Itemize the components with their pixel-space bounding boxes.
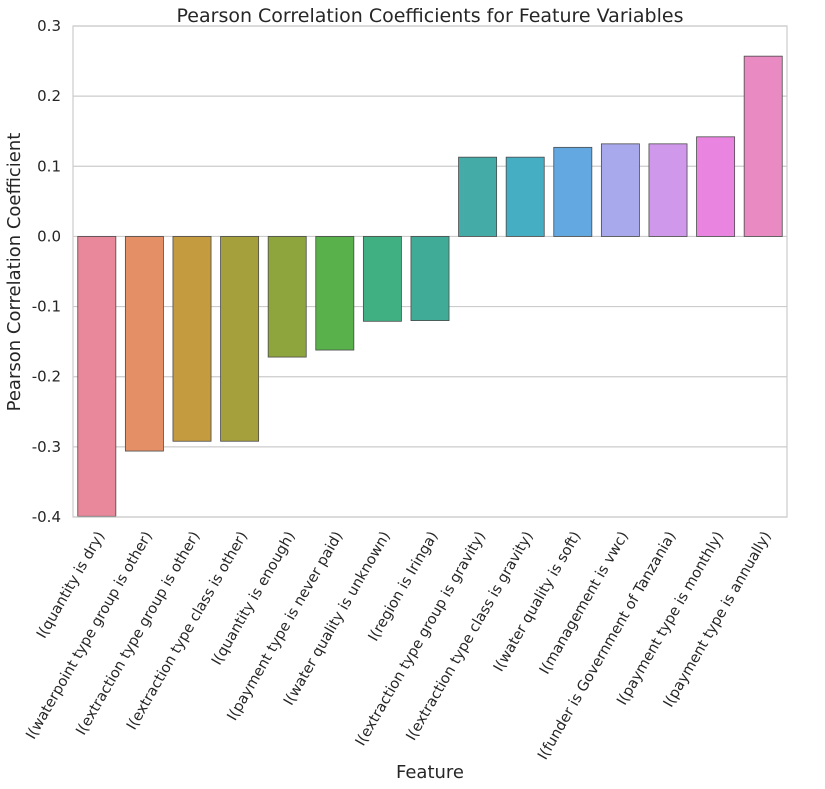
y-tick-label: 0.2 <box>37 87 61 105</box>
bar <box>600 143 640 237</box>
x-tick-label: I(management is vwc) <box>537 529 632 677</box>
bar <box>220 236 260 442</box>
x-axis-label: Feature <box>396 762 464 783</box>
y-tick-label: -0.1 <box>32 298 61 316</box>
x-tick-label: I(water quality is soft) <box>491 529 584 675</box>
plot-frame <box>72 25 788 518</box>
bar <box>648 143 688 237</box>
x-tick-label: I(quantity is enough) <box>209 529 299 668</box>
y-tick-label: 0.1 <box>37 157 61 175</box>
bar <box>553 146 593 237</box>
y-tick-label: -0.4 <box>32 508 61 526</box>
y-tick-label: -0.2 <box>32 368 61 386</box>
bar <box>172 236 212 442</box>
bar <box>267 236 307 358</box>
bars <box>77 55 783 517</box>
y-tick-label: 0.3 <box>37 17 61 35</box>
bar <box>410 236 450 321</box>
bar <box>458 156 498 237</box>
y-tick-label: -0.3 <box>32 438 61 456</box>
bar <box>696 136 736 237</box>
bar <box>505 156 545 237</box>
x-tick-labels: I(quantity is dry)I(waterpoint type grou… <box>23 529 774 763</box>
y-tick-labels: 0.3 0.2 0.1 0.0 -0.1 -0.2 -0.3 -0.4 <box>32 17 61 526</box>
chart-title: Pearson Correlation Coefficients for Fea… <box>177 5 684 27</box>
y-axis-label: Pearson Correlation Coefficient <box>4 133 25 412</box>
bar <box>124 236 164 452</box>
bar <box>743 55 783 237</box>
bar <box>362 236 402 322</box>
bar <box>315 236 355 351</box>
bar <box>77 236 117 517</box>
y-tick-label: 0.0 <box>37 227 61 245</box>
